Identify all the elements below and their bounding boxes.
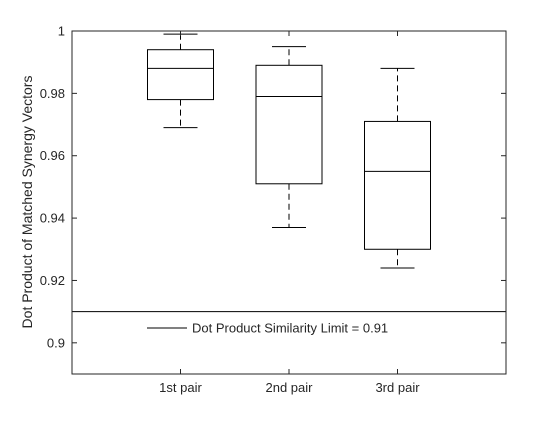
y-tick-label: 1 <box>58 24 65 39</box>
box-group-2 <box>255 46 323 228</box>
box-group-3 <box>364 67 431 269</box>
y-axis-label: Dot Product of Matched Synergy Vectors <box>19 76 35 329</box>
legend: Dot Product Similarity Limit = 0.91 <box>147 321 388 336</box>
box-iqr <box>147 49 214 101</box>
y-tick-label: 0.96 <box>40 148 65 163</box>
box-group-1 <box>147 33 214 129</box>
plot-marks <box>72 33 506 313</box>
box-iqr <box>364 120 431 250</box>
y-axis-ticks: 0.9 0.92 0.94 0.96 0.98 1 <box>40 24 506 350</box>
y-tick-label: 0.9 <box>47 335 65 350</box>
box-iqr <box>255 64 323 185</box>
x-tick-label: 1st pair <box>159 380 202 395</box>
y-tick-label: 0.94 <box>40 211 65 226</box>
x-axis-ticks: 1st pair 2nd pair 3rd pair <box>159 31 420 395</box>
x-tick-label: 3rd pair <box>375 380 420 395</box>
y-tick-label: 0.98 <box>40 86 65 101</box>
legend-entry-label: Dot Product Similarity Limit = 0.91 <box>192 321 388 336</box>
y-tick-label: 0.92 <box>40 273 65 288</box>
x-tick-label: 2nd pair <box>266 380 314 395</box>
